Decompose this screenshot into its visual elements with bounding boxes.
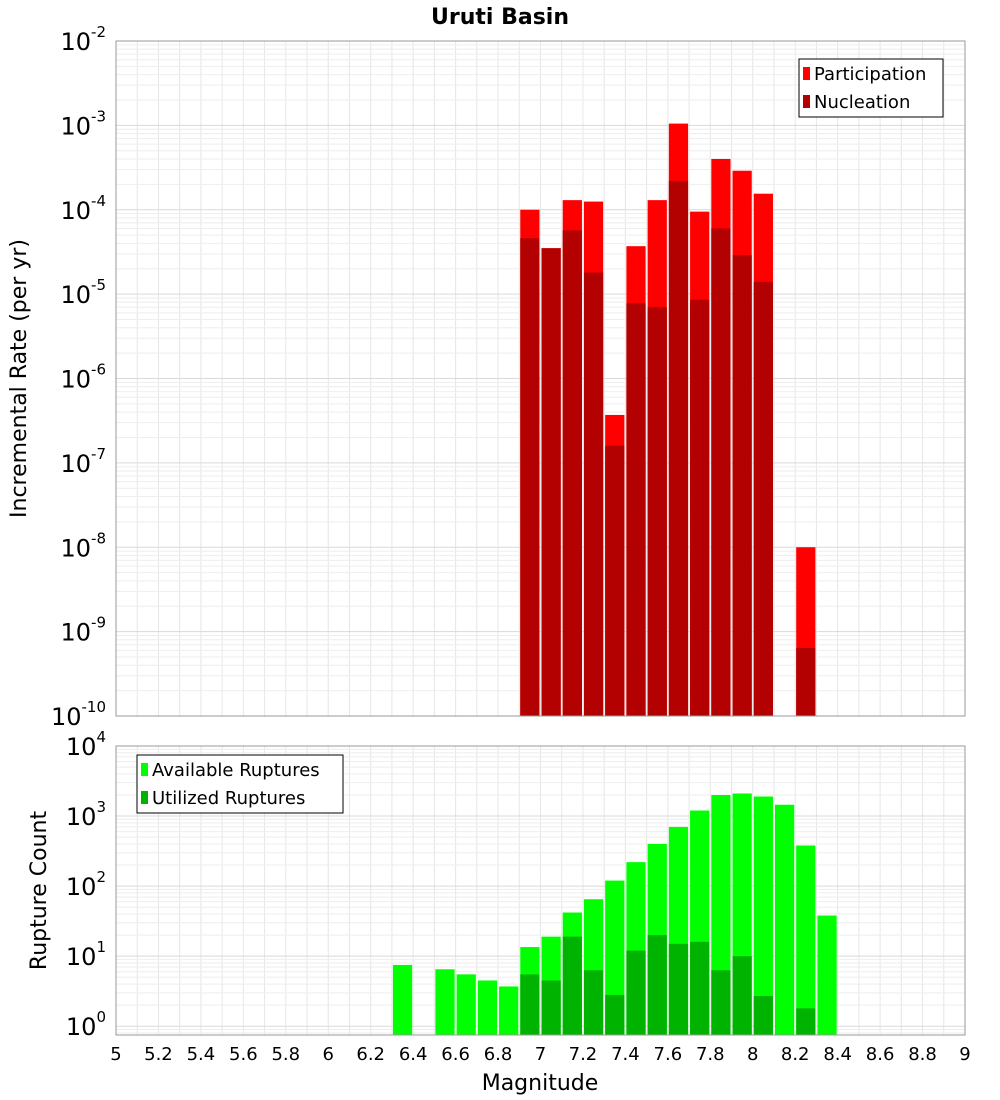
grid bbox=[115, 40, 966, 717]
y-tick-label: 10-9 bbox=[60, 614, 106, 647]
legend-label: Participation bbox=[814, 64, 926, 85]
bar bbox=[753, 996, 773, 1035]
bar bbox=[690, 941, 710, 1035]
bar bbox=[520, 974, 540, 1035]
bar bbox=[690, 299, 710, 716]
y-tick-label: 102 bbox=[66, 868, 106, 901]
bar bbox=[753, 796, 773, 1035]
series-utilized-ruptures bbox=[520, 935, 816, 1035]
legend: Participation Nucleation bbox=[798, 58, 944, 118]
x-tick-label: 7.6 bbox=[654, 1044, 683, 1065]
bar bbox=[520, 238, 540, 716]
y-tick-label: 10-7 bbox=[60, 445, 106, 478]
bar bbox=[499, 986, 519, 1035]
x-tick-label: 7.4 bbox=[611, 1044, 640, 1065]
x-tick-label: 6.8 bbox=[484, 1044, 513, 1065]
legend-swatch bbox=[141, 791, 148, 804]
x-tick-label: 6.6 bbox=[441, 1044, 470, 1065]
x-tick-label: 6.4 bbox=[399, 1044, 428, 1065]
x-tick-label: 5 bbox=[110, 1044, 121, 1065]
bar bbox=[626, 303, 646, 716]
x-tick-label: 6.2 bbox=[356, 1044, 385, 1065]
y-tick-label: 10-8 bbox=[60, 529, 106, 562]
bar bbox=[477, 980, 498, 1035]
y-tick-label: 10-4 bbox=[60, 192, 106, 225]
plot-border bbox=[115, 745, 966, 1036]
bar bbox=[562, 936, 582, 1035]
bar bbox=[668, 180, 689, 716]
y-axis-title: Incremental Rate (per yr) bbox=[7, 239, 32, 518]
x-tick-label: 8.6 bbox=[866, 1044, 895, 1065]
y-tick-label: 10-3 bbox=[60, 107, 106, 140]
x-tick-label: 8.2 bbox=[781, 1044, 810, 1065]
x-tick-label: 8.8 bbox=[908, 1044, 937, 1065]
x-tick-label: 5.2 bbox=[144, 1044, 173, 1065]
legend-label: Available Ruptures bbox=[152, 760, 320, 781]
bar bbox=[583, 970, 604, 1035]
legend-swatch bbox=[141, 763, 148, 776]
x-tick-label: 5.4 bbox=[187, 1044, 216, 1065]
bar bbox=[583, 272, 604, 716]
y-tick-label: 100 bbox=[66, 1008, 106, 1041]
bar bbox=[732, 255, 752, 716]
bar bbox=[392, 964, 413, 1035]
x-tick-label: 8 bbox=[747, 1044, 758, 1065]
legend-box bbox=[798, 58, 944, 118]
bar bbox=[774, 804, 795, 1035]
x-tick-label: 7 bbox=[535, 1044, 546, 1065]
legend-label: Nucleation bbox=[814, 92, 910, 113]
x-tick-label: 6 bbox=[323, 1044, 334, 1065]
x-tick-label: 5.8 bbox=[271, 1044, 300, 1065]
bar bbox=[817, 915, 837, 1035]
bar bbox=[456, 974, 476, 1035]
y-tick-label: 104 bbox=[66, 728, 106, 761]
bar bbox=[711, 970, 731, 1035]
x-tick-label: 7.8 bbox=[696, 1044, 725, 1065]
series-nucleation bbox=[520, 180, 816, 717]
bar bbox=[562, 230, 582, 716]
bar bbox=[796, 647, 816, 716]
x-tick-label: 7.2 bbox=[569, 1044, 598, 1065]
bar bbox=[796, 1008, 816, 1035]
legend-swatch bbox=[803, 95, 810, 108]
bar bbox=[796, 845, 816, 1035]
bar bbox=[541, 980, 561, 1035]
bar bbox=[753, 281, 773, 716]
bar bbox=[647, 307, 667, 716]
bar bbox=[732, 956, 752, 1035]
bar bbox=[711, 228, 731, 716]
x-axis-title: Magnitude bbox=[482, 1071, 599, 1096]
plot-border bbox=[115, 40, 966, 717]
x-tick-label: 8.4 bbox=[823, 1044, 852, 1065]
y-tick-labels: 10-10 10-9 10-8 10-7 10-6 10-5 10-4 10-3 10-2 bbox=[51, 23, 106, 731]
x-tick-label: 5.6 bbox=[229, 1044, 258, 1065]
legend-box bbox=[136, 754, 344, 814]
legend: Available Ruptures Utilized Ruptures bbox=[136, 754, 344, 814]
bar bbox=[647, 935, 667, 1035]
y-tick-label: 103 bbox=[66, 798, 106, 831]
legend-label: Utilized Ruptures bbox=[152, 788, 305, 809]
y-tick-label: 10-6 bbox=[60, 361, 106, 394]
panel-counts: 100 101 102 103 104 Rupture Count Available Ru… bbox=[27, 728, 966, 1041]
y-tick-label: 10-2 bbox=[60, 23, 106, 56]
x-tick-labels: 5 5.2 5.4 5.6 5.8 6 6.2 6.4 6.6 6.8 7 7.2 7.4 7.6 7.8 8… bbox=[110, 1044, 970, 1065]
y-tick-label: 101 bbox=[66, 938, 106, 971]
bar bbox=[605, 445, 625, 716]
chart-title: Uruti Basin bbox=[431, 5, 569, 30]
legend-swatch bbox=[803, 67, 810, 80]
bar bbox=[668, 943, 689, 1035]
bar bbox=[605, 994, 625, 1035]
y-axis-title: Rupture Count bbox=[27, 811, 52, 971]
bar bbox=[626, 950, 646, 1035]
bar bbox=[435, 969, 455, 1035]
x-tick-label: 9 bbox=[959, 1044, 970, 1065]
y-tick-labels: 100 101 102 103 104 bbox=[66, 728, 106, 1041]
panel-rates: 10-10 10-9 10-8 10-7 10-6 10-5 10-4 10-3 10-2 Inc… bbox=[7, 23, 966, 731]
y-tick-label: 10-10 bbox=[51, 698, 106, 731]
bar bbox=[541, 248, 561, 717]
y-tick-label: 10-5 bbox=[60, 276, 106, 309]
